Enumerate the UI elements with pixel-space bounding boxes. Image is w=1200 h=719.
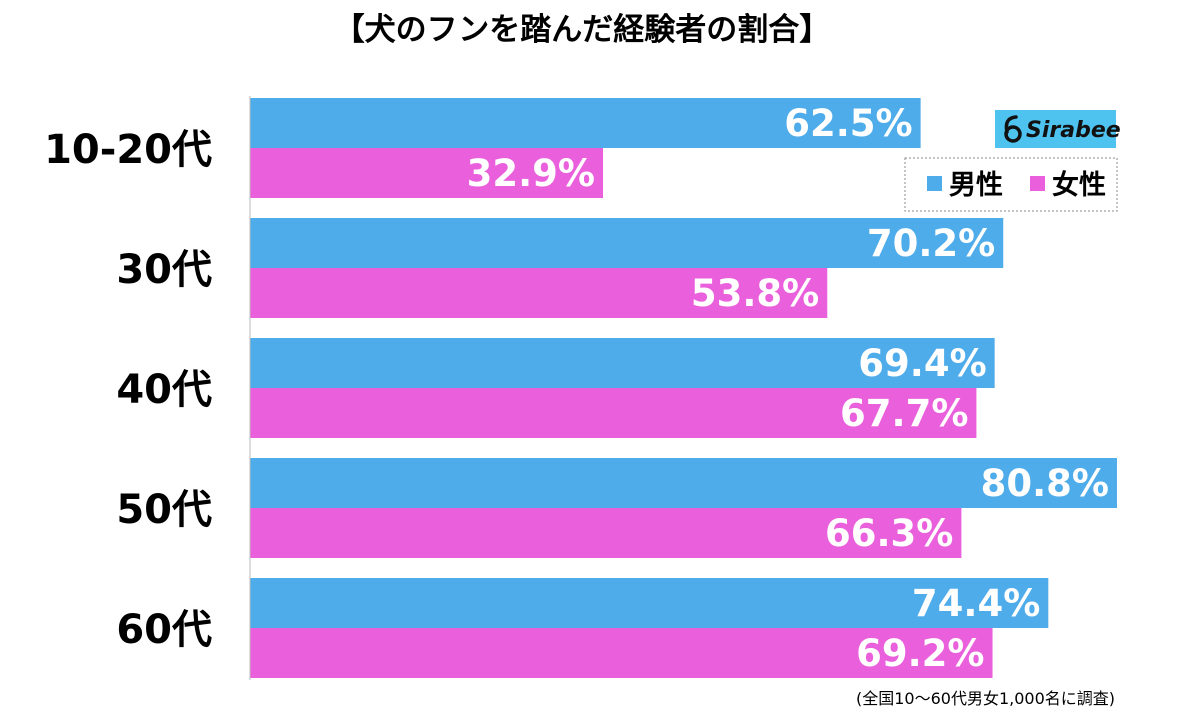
data-label-female: 67.7% [840, 392, 968, 435]
bars-group: 10-20代 62.5% 32.9% 30代 70.2% 53.8% 40代 69.4% 67.… [44, 98, 1117, 678]
bar-female [250, 508, 962, 558]
category-label: 30代 [116, 247, 212, 293]
legend-swatch-female [1030, 176, 1045, 191]
data-label-female: 32.9% [467, 152, 595, 195]
category-label: 60代 [116, 607, 212, 653]
data-label-male: 70.2% [867, 222, 995, 265]
bar-male [250, 578, 1049, 628]
data-label-male: 74.4% [912, 582, 1040, 625]
data-label-male: 62.5% [784, 102, 912, 145]
footnote: (全国10〜60代男女1,000名に調査) [856, 689, 1115, 708]
data-label-female: 53.8% [691, 272, 819, 315]
bar-male [250, 218, 1004, 268]
sirabee-logo-icon [1004, 115, 1022, 143]
bar-male [250, 458, 1117, 508]
data-label-female: 66.3% [825, 512, 953, 555]
bar-female [250, 628, 993, 678]
bar-female [250, 268, 828, 318]
bar-male [250, 98, 921, 148]
logo-text: Sirabee [1026, 118, 1121, 143]
data-label-male: 69.4% [858, 342, 986, 385]
category-label: 40代 [116, 367, 212, 413]
data-label-female: 69.2% [856, 632, 984, 675]
legend-label-female: 女性 [1052, 169, 1106, 201]
category-label: 50代 [116, 487, 212, 533]
category-label: 10-20代 [44, 127, 212, 173]
bar-female [250, 388, 977, 438]
logo: Sirabee [995, 110, 1121, 148]
bar-male [250, 338, 995, 388]
bar-female [250, 148, 604, 198]
chart-title: 【犬のフンを踏んだ経験者の割合】 [334, 12, 831, 48]
legend: 男性 女性 [904, 157, 1118, 212]
legend-label-male: 男性 [949, 170, 1003, 201]
data-label-male: 80.8% [981, 462, 1109, 505]
legend-swatch-male [927, 176, 942, 191]
